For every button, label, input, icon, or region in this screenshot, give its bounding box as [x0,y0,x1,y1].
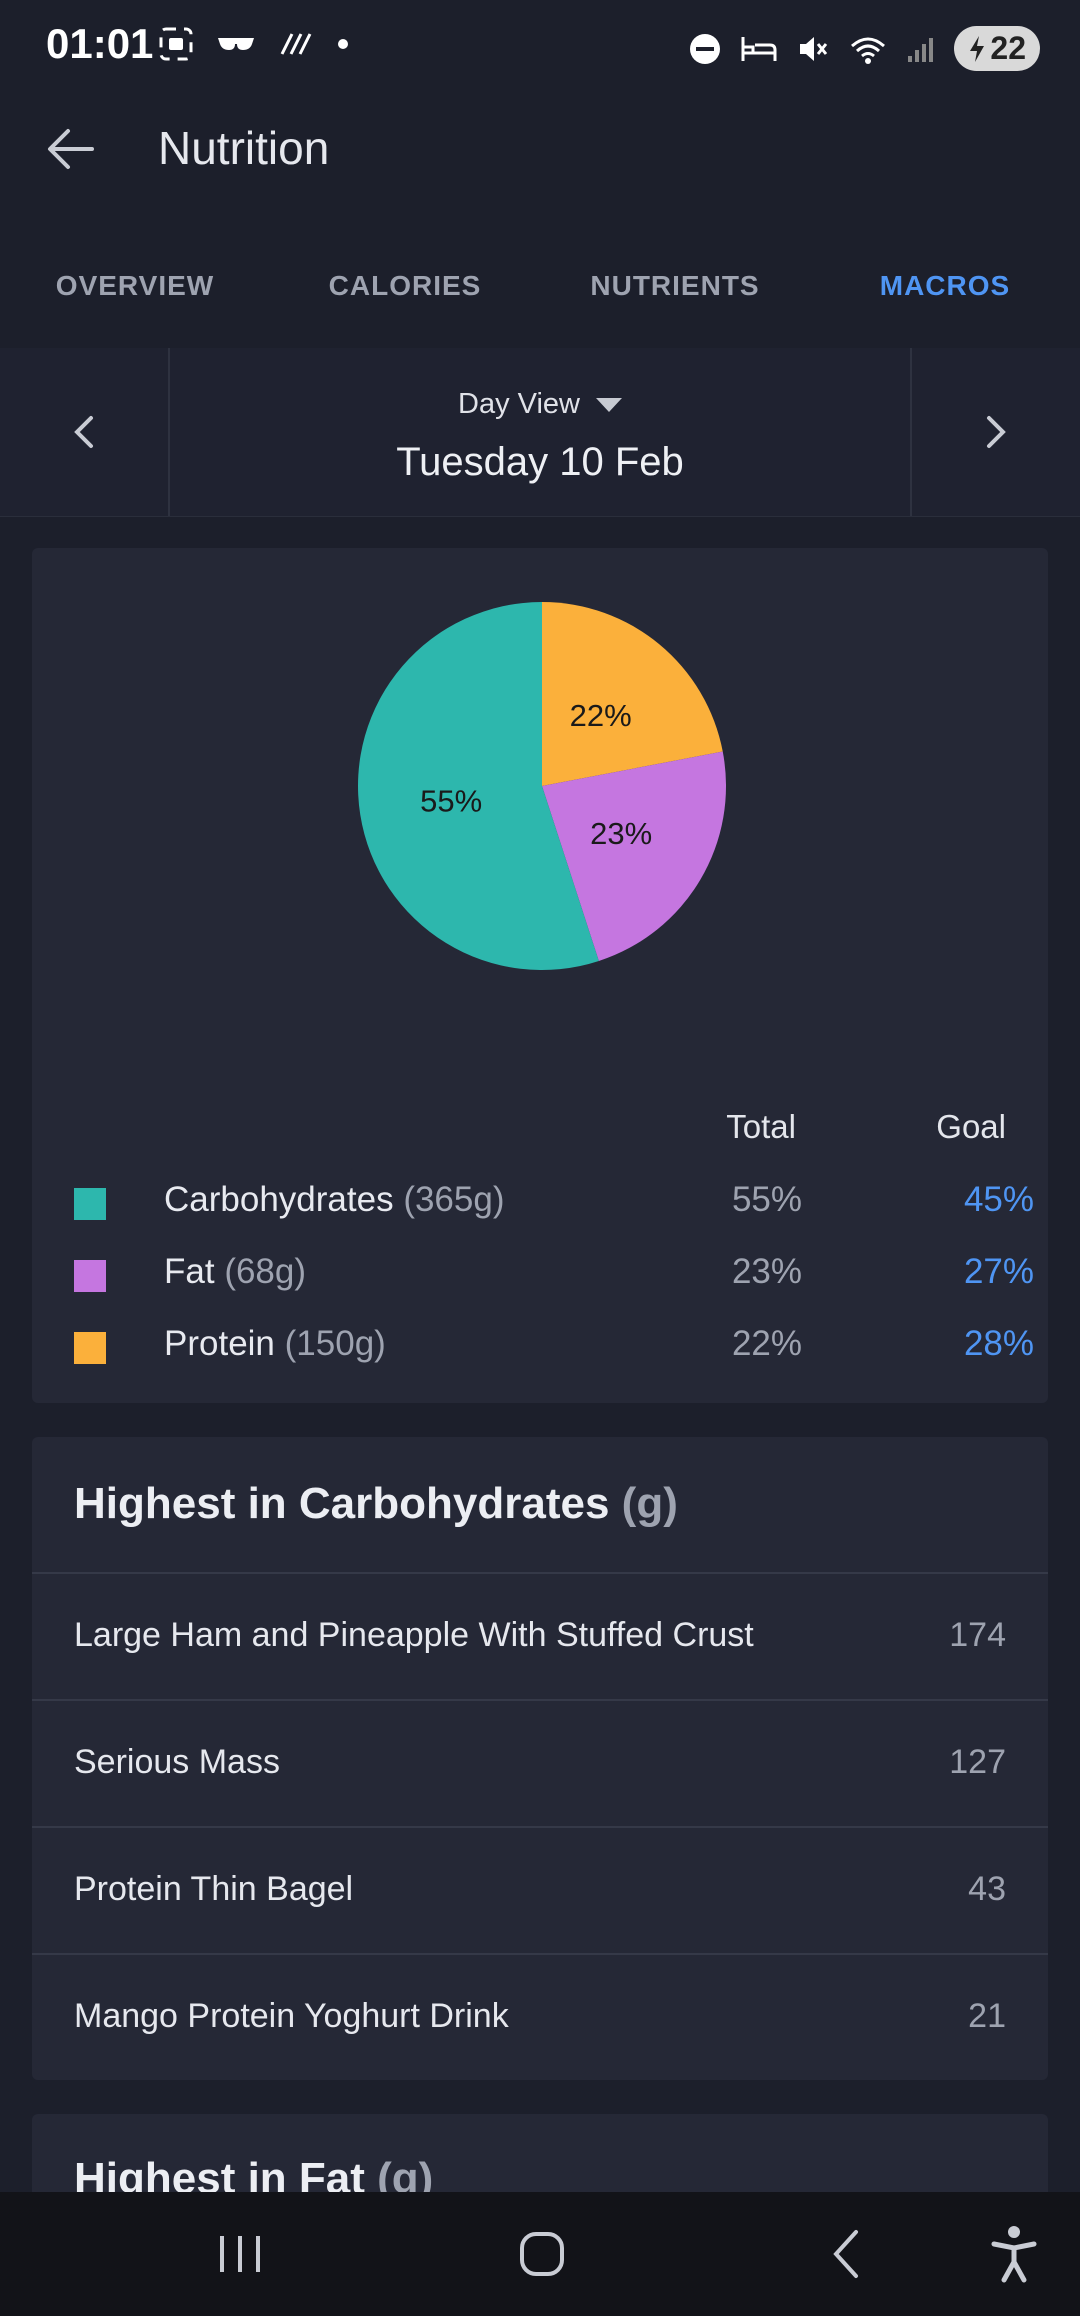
status-bar: 01:01 22 [0,0,1080,95]
battery-indicator: 22 [954,26,1040,71]
food-row[interactable]: Large Ham and Pineapple With Stuffed Cru… [32,1572,1048,1700]
macro-goal[interactable]: 28% [963,1324,1034,1363]
fat-swatch [74,1260,106,1292]
legend-row-protein: Protein (150g) 22% 28% [74,1320,1034,1380]
date-navigator: Day View Tuesday 10 Feb [0,348,1080,517]
protein-swatch [74,1332,106,1364]
view-selector-label: Day View [458,388,580,420]
tab-macros[interactable]: MACROS [810,240,1080,354]
caret-down-icon [595,398,622,413]
food-name: Serious Mass [74,1743,280,1781]
arrow-left-icon [48,129,94,169]
accessibility-button[interactable] [976,2218,1052,2290]
status-right-icons: 22 [688,26,1040,71]
home-icon [520,2232,564,2276]
signal-icon [908,37,934,62]
tab-calories[interactable]: CALORIES [328,270,482,301]
home-button[interactable] [502,2218,582,2290]
system-back-button[interactable] [806,2218,886,2290]
back-button[interactable] [40,117,104,181]
food-value: 174 [949,1616,1006,1654]
food-name: Mango Protein Yoghurt Drink [74,1997,509,2035]
recent-apps-button[interactable] [200,2222,280,2286]
dot-icon [338,39,348,49]
macro-name: Fat [164,1252,215,1291]
macro-amount: (150g) [284,1324,386,1363]
card-title-unit: (g) [621,1479,678,1528]
status-left-icons [158,26,350,62]
page-title: Nutrition [158,122,330,174]
bed-icon [741,36,777,61]
selected-date: Tuesday 10 Feb [396,440,684,484]
food-value: 21 [968,1997,1006,2035]
carbohydrates-swatch [74,1188,106,1220]
food-value: 43 [968,1870,1006,1908]
do-not-disturb-icon [690,33,721,64]
macro-total: 55% [731,1180,802,1219]
macro-amount: (365g) [403,1180,505,1219]
system-navigation-bar [0,2192,1080,2316]
food-value: 127 [949,1743,1006,1781]
macro-goal[interactable]: 45% [963,1180,1034,1219]
screenshot-icon [159,27,193,61]
food-name: Large Ham and Pineapple With Stuffed Cru… [74,1616,754,1654]
recent-apps-icon [220,2236,260,2272]
chevron-left-icon [74,416,93,448]
wifi-icon [851,37,886,64]
pie-label-protein: 22% [570,698,632,733]
status-time: 01:01 [46,20,154,67]
food-row[interactable]: Serious Mass 127 [32,1699,1048,1827]
charging-icon [970,35,985,62]
tab-overview[interactable]: OVERVIEW [55,270,215,301]
legend-label: Fat (68g) [164,1252,306,1292]
food-name: Protein Thin Bagel [74,1870,354,1908]
macro-amount: (68g) [224,1252,307,1291]
back-chevron-icon [833,2230,858,2278]
stripes-icon [280,33,312,55]
previous-day-button[interactable] [0,348,170,516]
view-selector[interactable]: Day View [168,388,912,421]
pie-label-carbohydrates: 55% [420,783,482,818]
glasses-icon [218,38,254,50]
legend-row-carbohydrates: Carbohydrates (365g) 55% 45% [74,1176,1034,1236]
macro-name: Protein [164,1324,275,1363]
tab-bar: OVERVIEW CALORIES NUTRIENTS MACROS [0,240,1080,354]
app-bar: Nutrition [0,95,1080,205]
next-day-button[interactable] [910,348,1080,516]
goal-column-header: Goal [936,1108,1006,1145]
total-column-header: Total [726,1108,796,1145]
macros-card: 22% 23% 55% Total Goal Carbohydrates (365g… [32,548,1048,1403]
card-title-text: Highest in Carbohydrates [74,1479,610,1528]
highest-carbs-card: Highest in Carbohydrates (g) Large Ham a… [32,1437,1048,2080]
pie-slice-carbohydrates [357,602,599,970]
macro-name: Carbohydrates [164,1180,394,1219]
macro-goal[interactable]: 27% [963,1252,1034,1291]
macros-pie-chart: 22% 23% 55% [357,602,726,970]
macro-total: 22% [731,1324,802,1363]
pie-slice-protein [542,602,723,786]
legend-row-fat: Fat (68g) 23% 27% [74,1248,1034,1308]
mute-icon [800,36,828,61]
legend-label: Protein (150g) [164,1324,386,1364]
legend-label: Carbohydrates (365g) [164,1180,504,1220]
card-title: Highest in Carbohydrates (g) [74,1479,678,1529]
tab-nutrients[interactable]: NUTRIENTS [590,270,760,301]
battery-level: 22 [990,30,1026,66]
pie-label-fat: 23% [590,816,652,851]
pie-slice-fat [542,751,726,961]
food-row[interactable]: Mango Protein Yoghurt Drink 21 [32,1953,1048,2081]
macro-total: 23% [731,1252,802,1291]
food-row[interactable]: Protein Thin Bagel 43 [32,1826,1048,1954]
accessibility-icon [991,2226,1037,2283]
chevron-right-icon [987,416,1006,448]
